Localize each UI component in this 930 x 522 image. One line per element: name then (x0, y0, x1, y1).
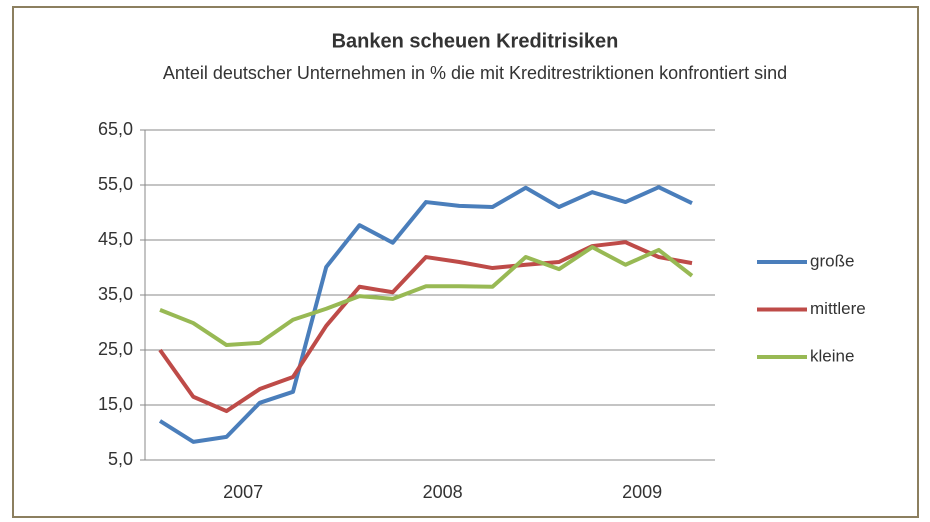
x-tick-label: 2007 (223, 482, 263, 502)
y-tick-label: 35,0 (98, 284, 133, 304)
legend-label: große (810, 251, 854, 270)
legend-label: kleine (810, 346, 854, 365)
x-tick-label: 2009 (622, 482, 662, 502)
y-tick-label: 65,0 (98, 119, 133, 139)
y-tick-label: 25,0 (98, 339, 133, 359)
line-series (158, 185, 693, 444)
y-tick-label: 45,0 (98, 229, 133, 249)
chart-title: Banken scheuen Kreditrisiken (332, 30, 619, 52)
line-series (158, 240, 693, 414)
legend-label: mittlere (810, 299, 866, 318)
chart-subtitle: Anteil deutscher Unternehmen in % die mi… (163, 63, 787, 83)
line-series (159, 245, 694, 348)
y-tick-label: 55,0 (98, 174, 133, 194)
y-tick-label: 5,0 (108, 449, 133, 469)
y-tick-label: 15,0 (98, 394, 133, 414)
x-tick-label: 2008 (423, 482, 463, 502)
